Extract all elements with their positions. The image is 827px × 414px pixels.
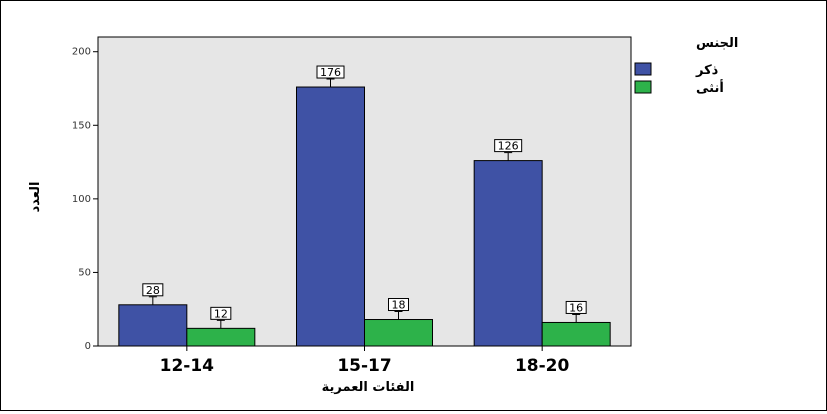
x-axis-label: الفئات العمرية <box>322 380 415 395</box>
y-axis: 0 50 100 150 200 <box>72 47 98 352</box>
x-axis: 12-14 15-17 18-20 <box>160 346 570 376</box>
y-tick-label: 200 <box>72 47 91 58</box>
y-tick-label: 50 <box>78 267 91 278</box>
data-label: 18 <box>392 299 406 312</box>
data-label: 12 <box>214 307 228 320</box>
data-label: 126 <box>498 140 519 153</box>
x-tick-label: 18-20 <box>515 356 570 376</box>
y-tick-label: 100 <box>72 194 91 205</box>
legend-title: الجنس <box>696 36 738 51</box>
bar <box>365 320 433 346</box>
legend-swatch <box>635 63 651 75</box>
x-tick-label: 12-14 <box>160 356 215 376</box>
y-tick-label: 150 <box>72 120 91 131</box>
legend-label: أنثى <box>696 79 724 96</box>
data-label: 28 <box>146 284 160 297</box>
bar <box>119 305 187 346</box>
bar <box>542 322 610 346</box>
data-label: 176 <box>320 66 341 79</box>
legend-label: ذكر <box>695 63 719 78</box>
y-axis-label: العدد <box>28 182 43 213</box>
data-label: 16 <box>569 301 583 314</box>
bar <box>187 328 255 346</box>
x-tick-label: 15-17 <box>337 356 391 376</box>
y-tick-label: 0 <box>85 341 91 352</box>
bar <box>297 87 365 346</box>
legend-swatch <box>635 81 651 93</box>
bar <box>474 161 542 346</box>
